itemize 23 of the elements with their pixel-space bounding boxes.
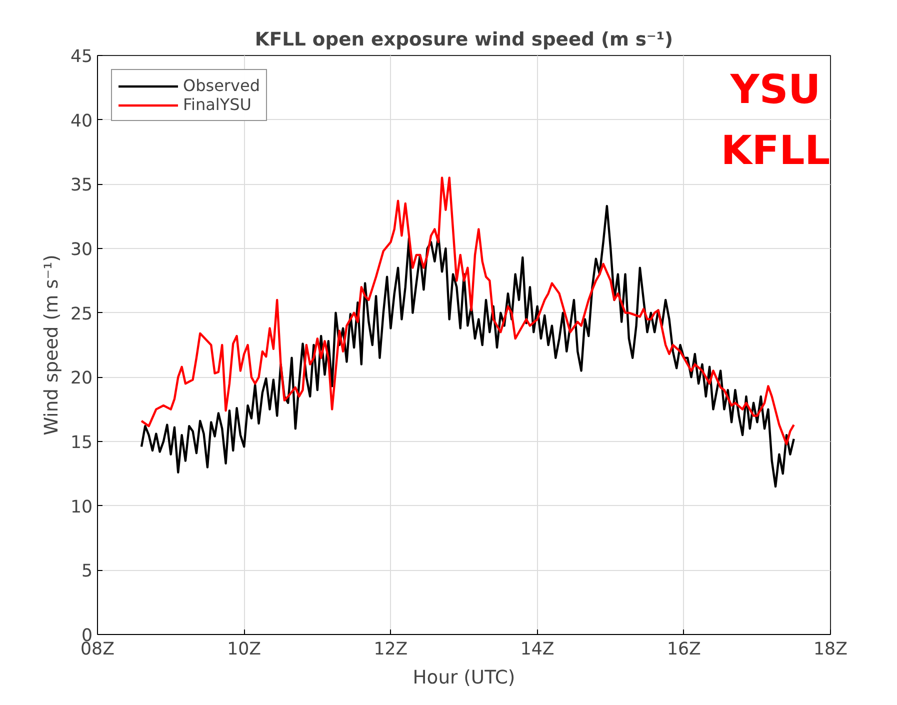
annotation: YSU bbox=[729, 67, 821, 114]
x-tick-label: 10Z bbox=[227, 640, 262, 660]
x-tick-label: 16Z bbox=[666, 640, 701, 660]
annotation: KFLL bbox=[720, 128, 830, 174]
y-tick-label: 5 bbox=[81, 562, 93, 582]
y-tick-label: 40 bbox=[70, 111, 93, 132]
x-tick-label: 18Z bbox=[814, 640, 848, 660]
y-tick-label: 30 bbox=[70, 240, 93, 260]
legend-label: Observed bbox=[183, 76, 260, 95]
chart-title: KFLL open exposure wind speed (m s⁻¹) bbox=[254, 30, 674, 50]
y-tick-label: 10 bbox=[70, 497, 93, 518]
line-series bbox=[140, 204, 795, 488]
x-axis-title: Hour (UTC) bbox=[412, 668, 516, 688]
line-series bbox=[140, 176, 795, 446]
legend-label: FinalYSU bbox=[183, 95, 252, 114]
y-tick-label: 20 bbox=[70, 368, 93, 389]
y-tick-label: 25 bbox=[70, 304, 93, 324]
x-tick-label: 12Z bbox=[374, 640, 408, 660]
y-tick-label: 15 bbox=[70, 433, 93, 453]
y-tick-label: 45 bbox=[70, 47, 93, 67]
y-axis-title: Wind speed (m s⁻¹) bbox=[41, 254, 62, 436]
y-tick-label: 35 bbox=[70, 176, 93, 196]
x-tick-label: 14Z bbox=[520, 640, 554, 660]
